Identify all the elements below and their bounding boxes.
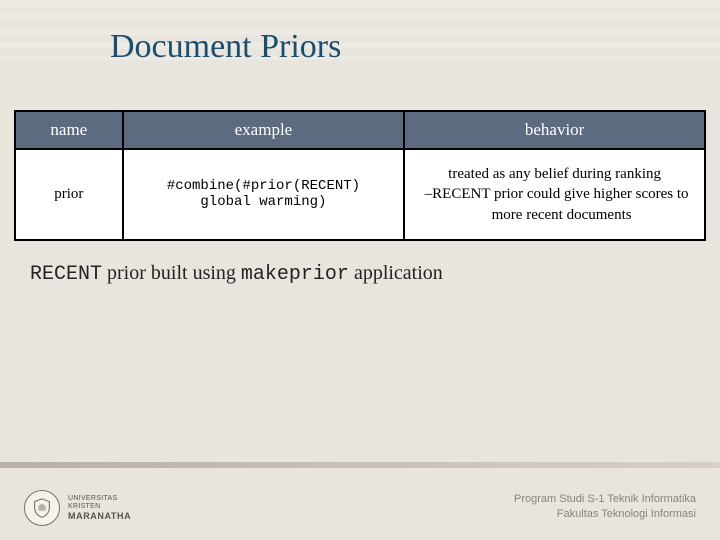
university-logo: UNIVERSITAS KRISTEN MARANATHA xyxy=(24,490,131,526)
cell-behavior: treated as any belief during ranking –RE… xyxy=(404,149,705,240)
code-line-2: global warming) xyxy=(130,194,398,210)
caption-mid: prior built using xyxy=(102,262,241,284)
cell-name: prior xyxy=(15,149,123,240)
footer-right: Program Studi S-1 Teknik Informatika Fak… xyxy=(514,492,696,522)
slide-title: Document Priors xyxy=(110,28,341,66)
footer: UNIVERSITAS KRISTEN MARANATHA Program St… xyxy=(0,462,720,540)
behavior-sub: –RECENT prior could give higher scores t… xyxy=(411,184,698,225)
col-header-example: example xyxy=(123,111,405,149)
caption-code-1: RECENT xyxy=(30,263,102,286)
logo-line-1: UNIVERSITAS xyxy=(68,495,131,503)
shield-icon xyxy=(31,497,53,519)
priors-table: name example behavior prior #combine(#pr… xyxy=(14,110,706,241)
footer-line-1: Program Studi S-1 Teknik Informatika xyxy=(514,492,696,507)
caption-code-2: makeprior xyxy=(241,263,349,286)
logo-line-2: KRISTEN xyxy=(68,503,131,511)
footer-divider xyxy=(0,462,720,468)
logo-text: UNIVERSITAS KRISTEN MARANATHA xyxy=(68,495,131,521)
table-row: prior #combine(#prior(RECENT) global war… xyxy=(15,149,705,240)
col-header-name: name xyxy=(15,111,123,149)
slide: Document Priors name example behavior pr… xyxy=(0,0,720,540)
logo-badge-icon xyxy=(24,490,60,526)
caption-end: application xyxy=(349,262,443,284)
code-line-1: #combine(#prior(RECENT) xyxy=(130,178,398,194)
footer-line-2: Fakultas Teknologi Informasi xyxy=(514,507,696,522)
table-header-row: name example behavior xyxy=(15,111,705,149)
behavior-main: treated as any belief during ranking xyxy=(448,166,661,182)
caption: RECENT prior built using makeprior appli… xyxy=(30,262,443,286)
logo-line-3: MARANATHA xyxy=(68,511,131,521)
decorative-lines xyxy=(0,0,720,60)
cell-example: #combine(#prior(RECENT) global warming) xyxy=(123,149,405,240)
col-header-behavior: behavior xyxy=(404,111,705,149)
